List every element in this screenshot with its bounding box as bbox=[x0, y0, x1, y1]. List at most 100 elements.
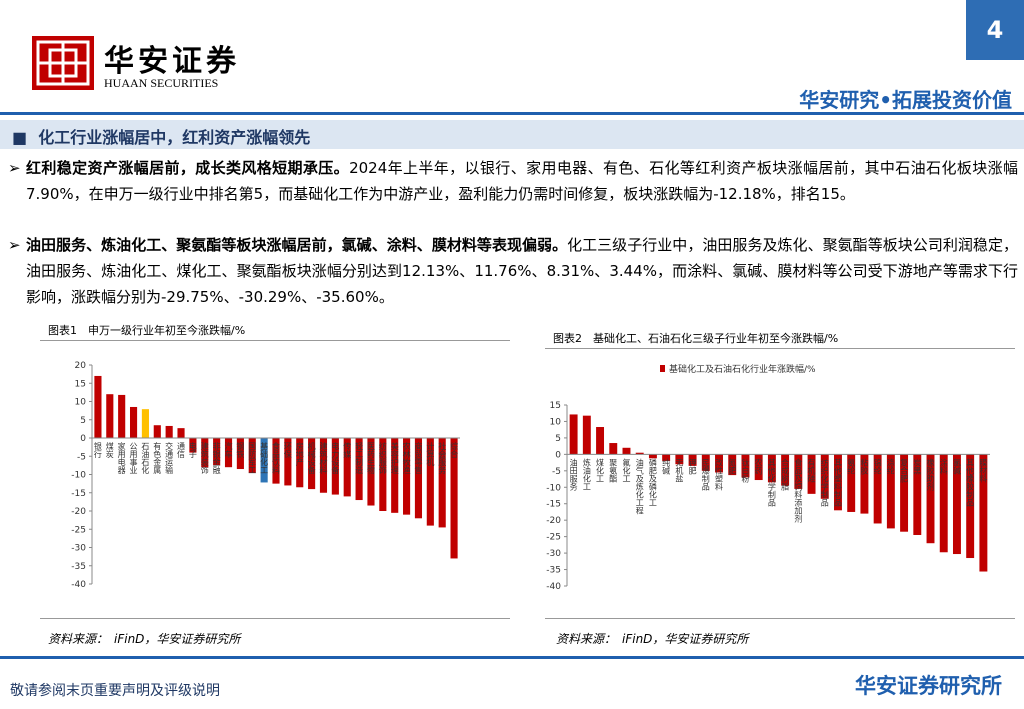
bar bbox=[622, 447, 631, 455]
x-tick-label: 煤炭 bbox=[105, 441, 114, 459]
bar bbox=[913, 454, 922, 535]
y-tick-label: -35 bbox=[546, 566, 561, 576]
bar bbox=[715, 454, 723, 473]
footer-org: 华安证券研究所 bbox=[855, 674, 1002, 698]
y-tick-label: -25 bbox=[71, 525, 86, 535]
bar bbox=[569, 414, 578, 455]
y-tick-label: -15 bbox=[546, 500, 561, 510]
bar bbox=[248, 438, 256, 473]
x-tick-label: 有机硅 bbox=[807, 457, 816, 482]
bar bbox=[860, 454, 869, 514]
x-tick-label: 农药 bbox=[754, 457, 763, 475]
x-tick-label: 计算机 bbox=[426, 441, 435, 467]
chart-rule bbox=[40, 618, 510, 619]
y-tick-label: -15 bbox=[71, 489, 86, 499]
x-tick-label: 银行 bbox=[93, 441, 102, 459]
x-tick-label: 氨纶 bbox=[847, 457, 856, 474]
bar bbox=[94, 375, 102, 438]
x-tick-label: 医药生物 bbox=[366, 442, 375, 475]
caption: 图表1 申万一级行业年初至今涨跌幅/% bbox=[48, 324, 246, 337]
y-tick-label: 15 bbox=[550, 401, 561, 411]
bar bbox=[939, 454, 948, 553]
y-tick-label: -35 bbox=[71, 562, 86, 572]
x-tick-label: 其他橡胶制品 bbox=[966, 458, 975, 507]
disclaimer: 敬请参阅末页重要声明及评级说明 bbox=[10, 683, 220, 699]
bar bbox=[834, 454, 842, 511]
lead: 油田服务、炼油化工、聚氨酯等板块涨幅居前，氯碱、涂料、膜材料等表现偏弱。 bbox=[26, 236, 568, 254]
bar bbox=[648, 454, 657, 459]
x-tick-label: 家用电器 bbox=[117, 441, 126, 475]
bar bbox=[794, 454, 803, 489]
y-tick-label: -5 bbox=[552, 467, 561, 477]
header-rule bbox=[0, 112, 1024, 115]
bar bbox=[754, 454, 763, 481]
y-tick-label: -20 bbox=[71, 507, 86, 517]
slogan: 华安研究•拓展投资价值 bbox=[799, 88, 1012, 112]
x-tick-label: 电力设备 bbox=[331, 441, 340, 475]
bar bbox=[355, 438, 363, 501]
bar bbox=[426, 438, 434, 526]
bar bbox=[260, 438, 268, 483]
bar bbox=[391, 438, 399, 513]
bar bbox=[367, 438, 375, 506]
caption-rule bbox=[545, 348, 1015, 349]
x-tick-label: 无机盐 bbox=[675, 458, 684, 482]
y-tick-label: -25 bbox=[546, 533, 561, 543]
bar bbox=[189, 438, 197, 453]
x-tick-label: 橡胶助剂 bbox=[926, 457, 935, 491]
bar bbox=[926, 454, 935, 544]
x-tick-label: 合成树脂 bbox=[781, 457, 790, 491]
x-tick-label: 膜材料 bbox=[979, 457, 988, 483]
section-title-text: 化工行业涨幅居中，红利资产涨幅领先 bbox=[38, 128, 311, 147]
y-tick-label: 15 bbox=[75, 379, 86, 389]
section-bar bbox=[0, 120, 1024, 149]
bar bbox=[236, 438, 244, 470]
bullet-marker: ➢ bbox=[8, 159, 21, 177]
bar bbox=[966, 454, 975, 559]
y-tick-label: 5 bbox=[80, 416, 86, 426]
x-tick-label: 公用事业 bbox=[129, 442, 138, 474]
bar bbox=[728, 454, 737, 476]
x-tick-label: 涤纶 bbox=[886, 457, 895, 474]
bullet-marker: ➢ bbox=[8, 236, 21, 254]
bar bbox=[296, 438, 304, 488]
x-tick-label: 钾肥 bbox=[688, 458, 697, 475]
x-tick-label: 基础化工 bbox=[260, 441, 269, 474]
bar bbox=[662, 454, 671, 461]
bar bbox=[118, 394, 126, 438]
x-tick-label: 交通运输 bbox=[165, 441, 174, 475]
y-tick-label: -10 bbox=[546, 483, 561, 493]
bar bbox=[141, 409, 149, 438]
y-tick-label: -5 bbox=[77, 452, 86, 462]
x-tick-label: 炼油化工 bbox=[582, 457, 591, 490]
bar bbox=[952, 454, 961, 555]
x-tick-label: 机械设备 bbox=[307, 441, 316, 475]
bar bbox=[609, 443, 618, 455]
x-tick-label: 钢铁 bbox=[236, 441, 245, 459]
x-tick-label: 商贸零售 bbox=[414, 441, 423, 475]
x-tick-label: 房地产 bbox=[295, 441, 304, 467]
page-number: 4 bbox=[966, 0, 1024, 60]
x-tick-label: 民爆制品 bbox=[701, 458, 710, 491]
bar bbox=[308, 438, 316, 490]
bar bbox=[979, 454, 988, 572]
bar bbox=[847, 454, 856, 512]
x-tick-label: 炭黑 bbox=[913, 458, 922, 475]
bar bbox=[177, 428, 185, 438]
x-tick-label: 建筑材料 bbox=[319, 441, 328, 475]
bar bbox=[688, 454, 697, 466]
bar bbox=[675, 454, 684, 465]
bar bbox=[403, 438, 411, 515]
bar bbox=[319, 438, 328, 493]
bar bbox=[414, 438, 423, 519]
bar bbox=[781, 454, 790, 486]
x-tick-label: 环保 bbox=[283, 442, 292, 459]
bar bbox=[213, 438, 221, 466]
x-tick-label: 油田服务 bbox=[569, 457, 578, 491]
x-tick-label: 综合 bbox=[450, 441, 459, 459]
source: 资料来源： iFinD，华安证券研究所 bbox=[48, 632, 241, 646]
y-tick-label: 20 bbox=[75, 361, 87, 371]
bar bbox=[224, 438, 233, 468]
footer-rule bbox=[0, 656, 1024, 659]
